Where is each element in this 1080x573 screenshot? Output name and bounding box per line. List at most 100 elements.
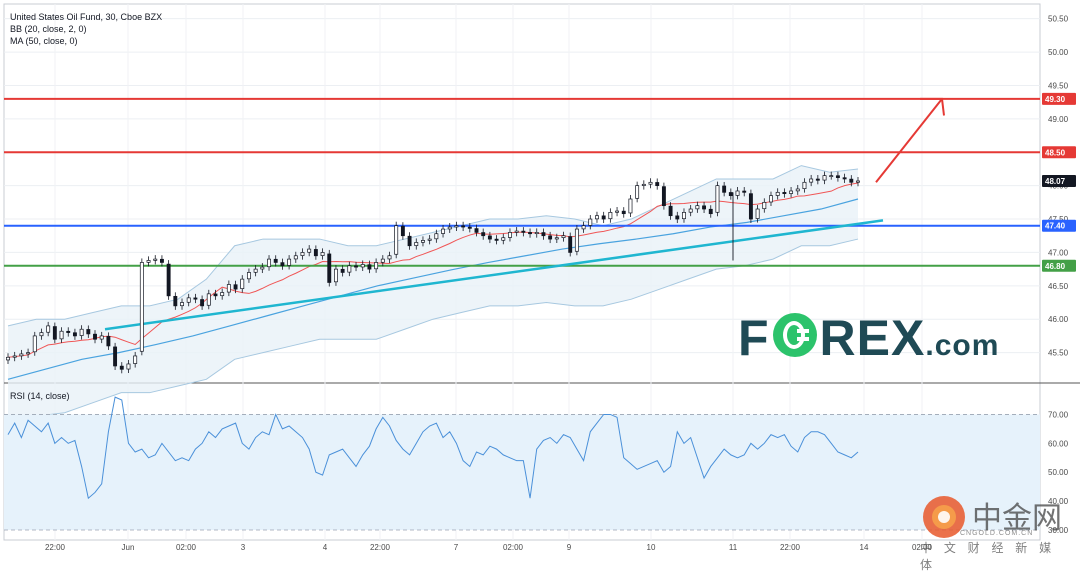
candle-body: [427, 238, 432, 241]
candle-body: [320, 252, 325, 256]
candle-body: [347, 265, 352, 273]
time-axis-label: Jun: [122, 543, 135, 552]
candle-body: [621, 210, 626, 215]
candle-body: [59, 330, 64, 340]
symbol-title: United States Oil Fund, 30, Cboe BZX: [10, 12, 163, 22]
candle-body: [253, 268, 258, 273]
price-level-tag: [1042, 219, 1076, 232]
candle-body: [595, 215, 599, 220]
candle-body: [226, 284, 231, 293]
price-axis-label: 49.00: [1048, 115, 1069, 124]
candle-body: [12, 355, 17, 358]
price-level-label: 48.50: [1045, 148, 1066, 157]
candle-body: [293, 255, 298, 260]
candle-body: [528, 232, 532, 235]
candle-body: [655, 182, 660, 186]
candle-body: [273, 258, 278, 263]
candle-body: [534, 232, 539, 235]
price-axis-label: 47.00: [1048, 248, 1069, 257]
candle-body: [193, 297, 198, 300]
candle-body: [334, 268, 338, 283]
candle-body: [588, 218, 593, 226]
time-axis-label: 11: [729, 543, 738, 552]
candle-body: [467, 226, 472, 229]
candle-body: [180, 302, 184, 307]
time-axis-label: 02:00: [176, 543, 197, 552]
candle-body: [79, 328, 84, 336]
candle-body: [548, 235, 553, 240]
candle-body: [6, 356, 10, 361]
bollinger-band-fill: [8, 165, 858, 427]
rsi-line: [7, 396, 859, 500]
candle-body: [146, 260, 151, 263]
cngold-name: 中金网: [972, 501, 1062, 536]
time-axis-label: 7: [454, 543, 459, 552]
candle-body: [26, 352, 31, 355]
price-level-label: 46.80: [1045, 262, 1066, 271]
candle-body: [206, 293, 211, 306]
candle-body: [789, 190, 794, 194]
candle-body: [715, 185, 720, 213]
candle-body: [474, 228, 479, 233]
candle-body: [822, 175, 827, 181]
projection-arrowhead: [920, 97, 945, 116]
time-axis-label: 14: [860, 543, 869, 552]
candle-body: [307, 248, 312, 253]
candle-body: [481, 232, 486, 237]
price-axis-label: 49.50: [1048, 81, 1069, 90]
candle-body: [46, 325, 51, 333]
candle-body: [139, 262, 144, 352]
price-level-label: 47.40: [1045, 222, 1066, 231]
candle-body: [661, 186, 666, 207]
candle-body: [501, 237, 506, 241]
candle-body: [387, 255, 392, 260]
candle-body: [554, 237, 559, 240]
candle-body: [267, 258, 271, 268]
cngold-subtitle: 中 文 财 经 新 媒 体: [920, 541, 1056, 572]
candle-body: [240, 278, 245, 290]
candle-body: [447, 226, 452, 230]
candle-body: [394, 225, 399, 255]
candle-body: [561, 235, 566, 238]
rsi-axis-label: 60.00: [1048, 439, 1069, 448]
price-axis-label: 45.50: [1048, 349, 1069, 358]
rsi-axis-label: 30.00: [1048, 526, 1069, 535]
candle-body: [72, 332, 77, 337]
candle-body: [742, 190, 747, 193]
price-level-tag: [1042, 146, 1076, 159]
candle-body: [380, 258, 385, 263]
candle-body: [608, 212, 613, 220]
price-axis-label: 50.00: [1048, 48, 1069, 57]
candle-body: [728, 192, 733, 197]
candle-body: [434, 233, 439, 240]
candle-body: [354, 265, 358, 268]
time-axis-label: 02:00: [912, 543, 933, 552]
time-axis-label: 4: [323, 543, 328, 552]
candle-body: [360, 264, 365, 268]
candle-body: [39, 332, 44, 337]
candle-body: [186, 297, 191, 303]
bb-indicator-label: BB (20, close, 2, 0): [10, 24, 87, 34]
price-axis-label: 50.50: [1048, 15, 1069, 24]
candle-body: [246, 272, 251, 280]
candle-body: [494, 238, 499, 241]
price-level-label: 49.30: [1045, 95, 1066, 104]
candle-body: [809, 178, 814, 183]
candle-body: [508, 232, 512, 238]
time-axis-label: 9: [567, 543, 572, 552]
current-price-tag: [1042, 174, 1076, 187]
candle-body: [581, 225, 586, 230]
candle-body: [340, 268, 345, 273]
candle-body: [113, 346, 118, 367]
candle-body: [829, 175, 834, 177]
candle-body: [695, 205, 700, 210]
candle-body: [682, 212, 686, 220]
candle-body: [675, 215, 680, 220]
candle-body: [260, 266, 265, 270]
candle-body: [735, 190, 740, 196]
candle-body: [126, 363, 131, 370]
candle-body: [200, 299, 205, 307]
forex-watermark-f: F: [738, 310, 770, 366]
candle-body: [568, 236, 573, 253]
